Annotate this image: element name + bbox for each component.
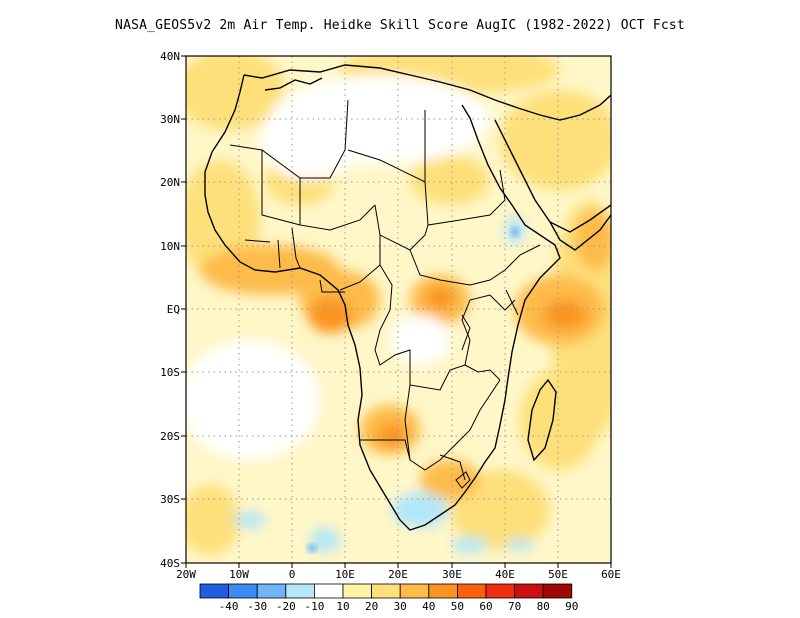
colorbar-swatch <box>256 583 287 599</box>
lat-label: 20S <box>160 430 180 443</box>
colorbar-label: 50 <box>451 600 464 613</box>
map-title: NASA_GEOS5v2 2m Air Temp. Heidke Skill S… <box>115 18 685 33</box>
colorbar-label: 30 <box>394 600 407 613</box>
colorbar-swatch <box>371 583 401 599</box>
colorbar-swatch <box>342 583 373 599</box>
colorbar-label: 40 <box>422 600 435 613</box>
colorbar-swatch <box>456 583 487 599</box>
colorbar-label: -20 <box>276 600 296 613</box>
lon-label: 20E <box>388 568 408 581</box>
lat-label: 20N <box>160 176 180 189</box>
colorbar-label: 60 <box>479 600 492 613</box>
colorbar-swatch <box>199 583 230 599</box>
longitude-labels: 20W 10W 0 10E 20E 30E 40E 50E 60E <box>176 568 621 581</box>
latitude-labels: 40N 30N 20N 10N EQ 10S 20S 30S 40S <box>160 50 180 570</box>
colorbar-label: 10 <box>336 600 349 613</box>
skill-field <box>186 56 611 563</box>
lon-label: 0 <box>289 568 296 581</box>
lon-label: 60E <box>601 568 621 581</box>
lon-label: 20W <box>176 568 196 581</box>
colorbar-label: -10 <box>304 600 324 613</box>
colorbar-swatch <box>228 583 258 599</box>
colorbar-swatch <box>399 583 430 599</box>
colorbar-swatch <box>313 583 344 599</box>
country-borders <box>229 99 541 489</box>
lat-label: 40S <box>160 557 180 570</box>
lon-label: 50E <box>548 568 568 581</box>
lon-label: 40E <box>495 568 515 581</box>
lat-label: 30N <box>160 113 180 126</box>
lat-label: 10S <box>160 366 180 379</box>
lat-label: 10N <box>160 240 180 253</box>
colorbar-label: 80 <box>537 600 550 613</box>
colorbar-swatch <box>428 583 458 599</box>
colorbar-swatch <box>542 583 573 599</box>
axis-ticks <box>181 55 612 568</box>
colorbar-swatch <box>285 583 315 599</box>
lat-label: EQ <box>167 303 180 316</box>
colorbar-label: 20 <box>365 600 378 613</box>
colorbar-swatch <box>485 583 516 599</box>
colorbar-label: 90 <box>565 600 578 613</box>
colorbar-label: 70 <box>508 600 521 613</box>
lat-label: 30S <box>160 493 180 506</box>
colorbar-label: -30 <box>247 600 267 613</box>
lon-label: 10W <box>229 568 249 581</box>
coastlines <box>204 64 611 531</box>
lat-label: 40N <box>160 50 180 63</box>
lon-label: 10E <box>335 568 355 581</box>
colorbar-label: -40 <box>219 600 239 613</box>
colorbar: -40 -30 -20 -10 10 20 30 40 50 60 70 80 90 <box>199 583 578 613</box>
colorbar-swatch <box>514 583 544 599</box>
lon-label: 30E <box>442 568 462 581</box>
